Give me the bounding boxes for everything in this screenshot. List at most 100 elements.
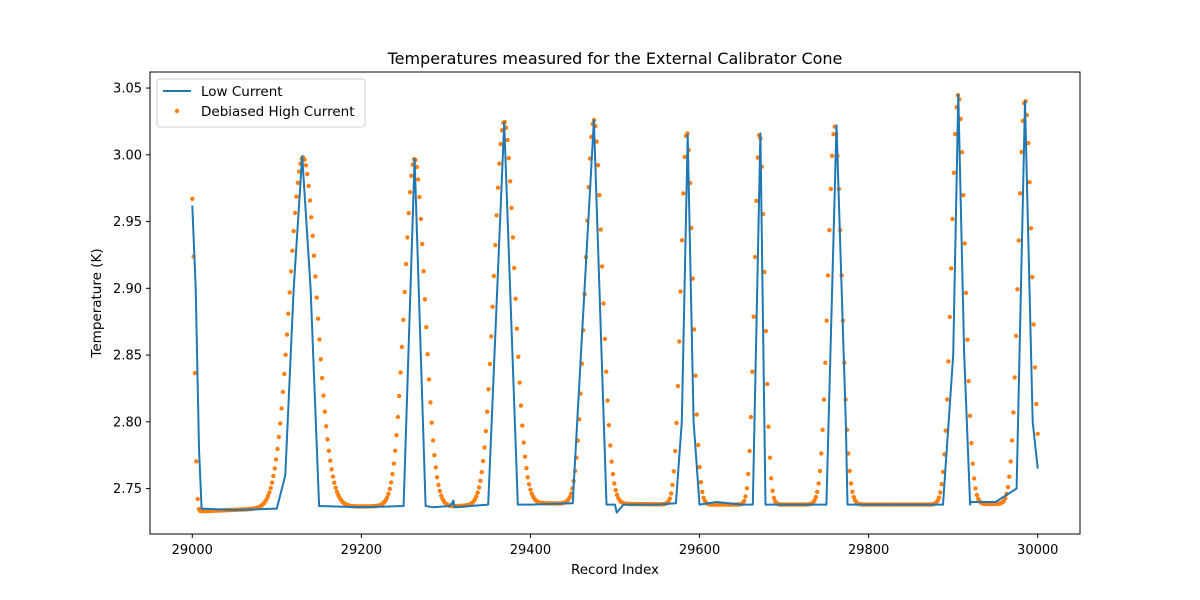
debiased-high-current-point: [403, 261, 409, 267]
plot-frame: [149, 71, 1081, 535]
debiased-high-current-point: [1032, 365, 1038, 370]
debiased-high-current-point: [409, 173, 414, 178]
debiased-high-current-point: [700, 489, 705, 495]
debiased-high-current-point: [821, 397, 827, 402]
debiased-high-current-point: [671, 469, 676, 474]
debiased-high-current-point: [1012, 375, 1017, 380]
debiased-high-current-point: [310, 233, 315, 238]
debiased-high-current-point: [613, 488, 618, 493]
debiased-high-current-point: [1013, 333, 1019, 339]
debiased-high-current-point: [754, 198, 759, 204]
debiased-high-current-point: [965, 337, 970, 342]
plot-area: [149, 71, 1081, 535]
debiased-high-current-point: [495, 185, 501, 190]
debiased-high-current-point: [524, 466, 529, 471]
debiased-high-current-point: [334, 489, 340, 495]
debiased-high-current-point: [696, 442, 701, 448]
debiased-high-current-point: [528, 487, 533, 492]
debiased-high-current-point: [494, 213, 499, 218]
debiased-high-current-point: [493, 242, 498, 248]
debiased-high-current-point: [388, 480, 394, 485]
debiased-high-current-point: [673, 448, 678, 454]
debiased-high-current-point: [824, 318, 829, 323]
debiased-high-current-point: [970, 461, 975, 466]
debiased-high-current-point: [609, 459, 614, 464]
debiased-high-current-point: [476, 485, 482, 490]
debiased-high-current-point: [309, 215, 314, 220]
debiased-high-current-point: [417, 194, 422, 200]
debiased-high-current-point: [690, 276, 695, 281]
debiased-high-current-point: [743, 494, 748, 499]
debiased-high-current-point: [966, 378, 971, 384]
debiased-high-current-point: [670, 482, 675, 488]
debiased-high-current-point: [828, 186, 833, 192]
debiased-high-current-point: [947, 314, 952, 320]
debiased-high-current-point: [510, 235, 516, 240]
debiased-high-current-point: [311, 253, 317, 258]
debiased-high-current-point: [325, 437, 330, 442]
debiased-high-current-point: [479, 469, 484, 475]
debiased-high-current-point: [943, 428, 948, 433]
debiased-high-current-point: [513, 296, 518, 301]
debiased-high-current-point: [426, 377, 432, 382]
debiased-high-current-point: [850, 489, 855, 494]
debiased-high-current-point: [813, 494, 819, 500]
debiased-high-current-point: [433, 465, 438, 470]
debiased-high-current-point: [332, 480, 337, 485]
debiased-high-current-point: [969, 440, 974, 446]
debiased-high-current-point: [290, 248, 295, 253]
debiased-high-current-point: [306, 183, 311, 189]
legend-label-low-current: Low Current: [201, 84, 283, 100]
debiased-high-current-point: [432, 453, 437, 458]
debiased-high-current-point: [425, 352, 430, 357]
debiased-high-current-point: [827, 228, 832, 233]
debiased-high-current-point: [679, 238, 685, 243]
debiased-high-current-point: [701, 495, 706, 500]
debiased-high-current-point: [1008, 459, 1013, 464]
debiased-high-current-point: [1031, 322, 1036, 327]
debiased-high-current-point: [321, 393, 326, 398]
debiased-high-current-point: [1009, 438, 1015, 443]
debiased-high-current-point: [295, 180, 300, 185]
y-tick-label: 2.75: [113, 482, 142, 497]
debiased-high-current-point: [1019, 149, 1024, 155]
x-axis-title: Record Index: [571, 562, 659, 578]
x-tick-label: 30000: [1017, 543, 1058, 558]
debiased-high-current-point: [1028, 226, 1034, 231]
debiased-high-current-point: [604, 369, 609, 374]
debiased-high-current-point: [851, 494, 856, 500]
debiased-high-current-point: [940, 469, 946, 475]
debiased-high-current-point: [597, 193, 602, 198]
debiased-high-current-point: [405, 235, 410, 240]
debiased-high-current-point: [1030, 274, 1035, 280]
debiased-high-current-point: [269, 480, 275, 485]
debiased-high-current-point: [815, 489, 820, 494]
legend-label-debiased-high-current: Debiased High Current: [201, 104, 355, 120]
debiased-high-current-point: [817, 468, 823, 474]
debiased-high-current-point: [384, 495, 390, 500]
debiased-high-current-point: [490, 304, 495, 309]
debiased-high-current-point: [421, 269, 426, 274]
debiased-high-current-point: [938, 490, 943, 495]
debiased-high-current-point: [284, 332, 290, 337]
y-tick-label: 3.00: [113, 148, 142, 163]
debiased-high-current-point: [439, 493, 444, 498]
debiased-high-current-point: [746, 471, 751, 477]
x-tick-label: 29200: [341, 543, 382, 558]
debiased-high-current-point: [612, 481, 617, 486]
debiased-high-current-point: [693, 373, 698, 378]
debiased-high-current-point: [483, 428, 488, 434]
debiased-high-current-point: [280, 389, 286, 395]
debiased-high-current-point: [420, 241, 425, 247]
debiased-high-current-point: [294, 194, 299, 199]
debiased-high-current-point: [505, 137, 510, 143]
debiased-high-current-point: [268, 485, 273, 491]
debiased-high-current-point: [681, 191, 686, 196]
debiased-high-current-point: [823, 360, 828, 365]
x-tick-label: 29800: [848, 543, 889, 558]
debiased-high-current-point: [771, 495, 777, 501]
debiased-high-current-point: [614, 492, 620, 498]
debiased-high-current-point: [1007, 474, 1012, 479]
debiased-high-current-point: [974, 492, 980, 498]
debiased-high-current-point: [516, 354, 521, 359]
